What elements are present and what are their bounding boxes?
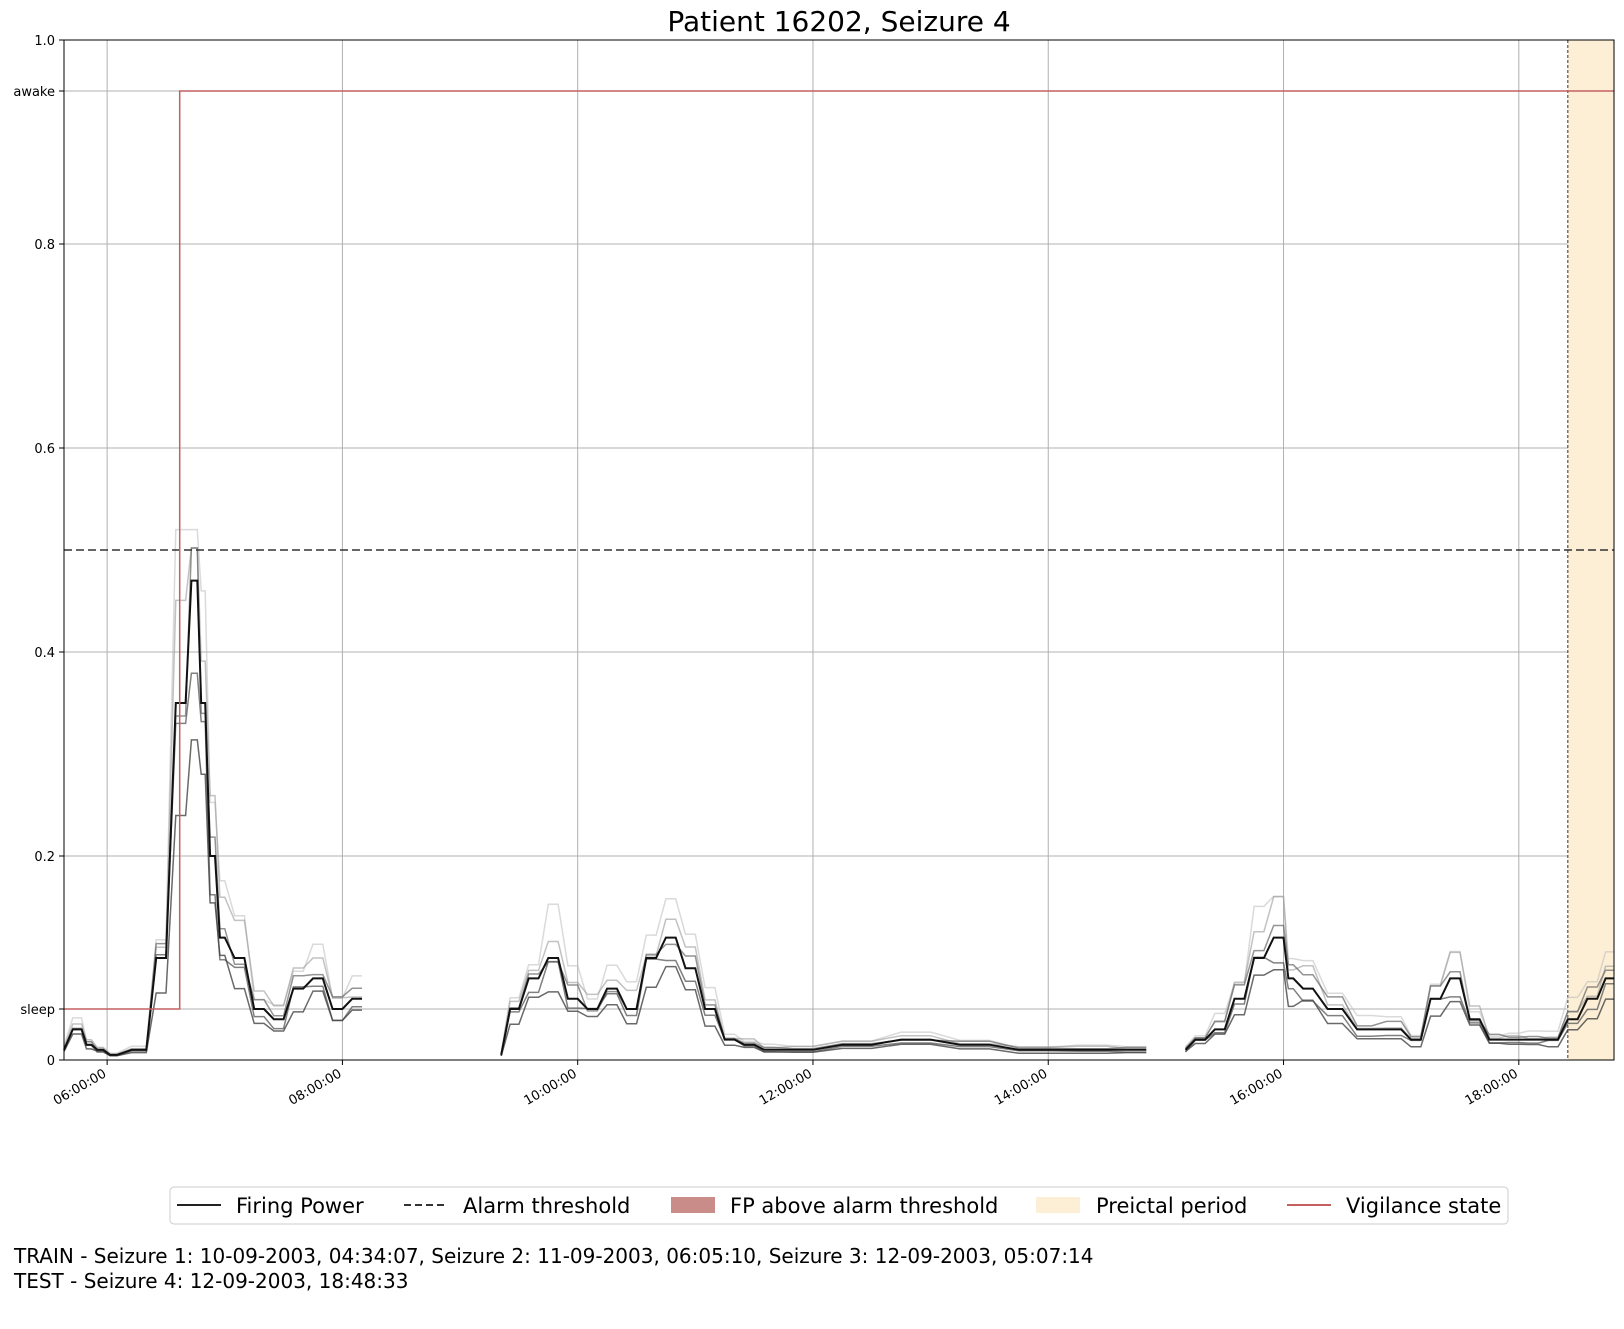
legend-fp-above-label: FP above alarm threshold <box>730 1194 998 1218</box>
legend-vigilance-label: Vigilance state <box>1346 1194 1501 1218</box>
legend-alarm-threshold: Alarm threshold <box>404 1194 630 1218</box>
vigilance-state-line <box>64 90 1614 1010</box>
legend-firing-power: Firing Power <box>177 1194 364 1218</box>
legend-fp-above-swatch <box>671 1197 715 1213</box>
y-tick-label: awake <box>13 85 55 100</box>
x-tick-label: 16:00:00 <box>1227 1066 1285 1108</box>
legend-preictal-swatch <box>1036 1197 1080 1213</box>
legend-firing-power-label: Firing Power <box>236 1194 364 1218</box>
legend-preictal: Preictal period <box>1036 1194 1247 1218</box>
firing-power-line <box>500 936 1147 1056</box>
legend-vigilance: Vigilance state <box>1287 1194 1501 1218</box>
legend-fp-above: FP above alarm threshold <box>671 1194 998 1218</box>
x-axis: 06:00:00 08:00:00 10:00:00 12:00:00 14:00:00… <box>51 1060 1521 1109</box>
x-tick-label: 10:00:00 <box>522 1066 580 1108</box>
firing-power-line <box>500 918 1147 1055</box>
x-tick-label: 14:00:00 <box>992 1066 1050 1108</box>
y-tick-label: 0 <box>47 1054 55 1069</box>
firing-power-line <box>500 958 1147 1056</box>
firing-power-line <box>1184 895 1614 1048</box>
firing-power-line <box>500 965 1147 1057</box>
x-tick-label: 12:00:00 <box>757 1066 815 1108</box>
firing-power-line <box>1185 969 1614 1052</box>
y-tick-label: 0.2 <box>34 850 55 865</box>
y-tick-label: 1.0 <box>34 34 55 49</box>
x-tick-label: 06:00:00 <box>51 1066 109 1108</box>
test-seizure-note: TEST - Seizure 4: 12-09-2003, 18:48:33 <box>14 1269 409 1293</box>
y-tick-label: sleep <box>20 1003 55 1018</box>
legend-alarm-threshold-label: Alarm threshold <box>463 1194 630 1218</box>
y-tick-label: 0.6 <box>34 442 55 457</box>
legend-preictal-label: Preictal period <box>1096 1194 1247 1218</box>
y-tick-label: 0.4 <box>34 646 55 661</box>
chart-title: Patient 16202, Seizure 4 <box>667 5 1010 38</box>
vigilance-state <box>64 90 1614 1010</box>
firing-power-line <box>63 739 362 1057</box>
firing-power-line <box>1184 924 1614 1049</box>
y-axis: 0 sleep 0.2 0.4 0.6 0.8 awake 1.0 <box>13 34 64 1069</box>
firing-power-line <box>63 672 362 1057</box>
plot-frame <box>63 39 1615 1061</box>
y-tick-label: 0.8 <box>34 238 55 253</box>
firing-power-line <box>500 898 1147 1054</box>
legend-box <box>169 1186 1509 1225</box>
firing-power-line <box>63 547 362 1055</box>
firing-power-line <box>63 579 362 1056</box>
firing-power-line <box>1184 936 1614 1051</box>
x-tick-label: 08:00:00 <box>286 1066 344 1108</box>
train-seizures-note: TRAIN - Seizure 1: 10-09-2003, 04:34:07,… <box>14 1244 1094 1268</box>
legend: Firing Power Alarm threshold FP above al… <box>169 1186 1509 1225</box>
x-tick-label: 18:00:00 <box>1463 1066 1521 1108</box>
firing-power-series <box>63 528 1614 1057</box>
